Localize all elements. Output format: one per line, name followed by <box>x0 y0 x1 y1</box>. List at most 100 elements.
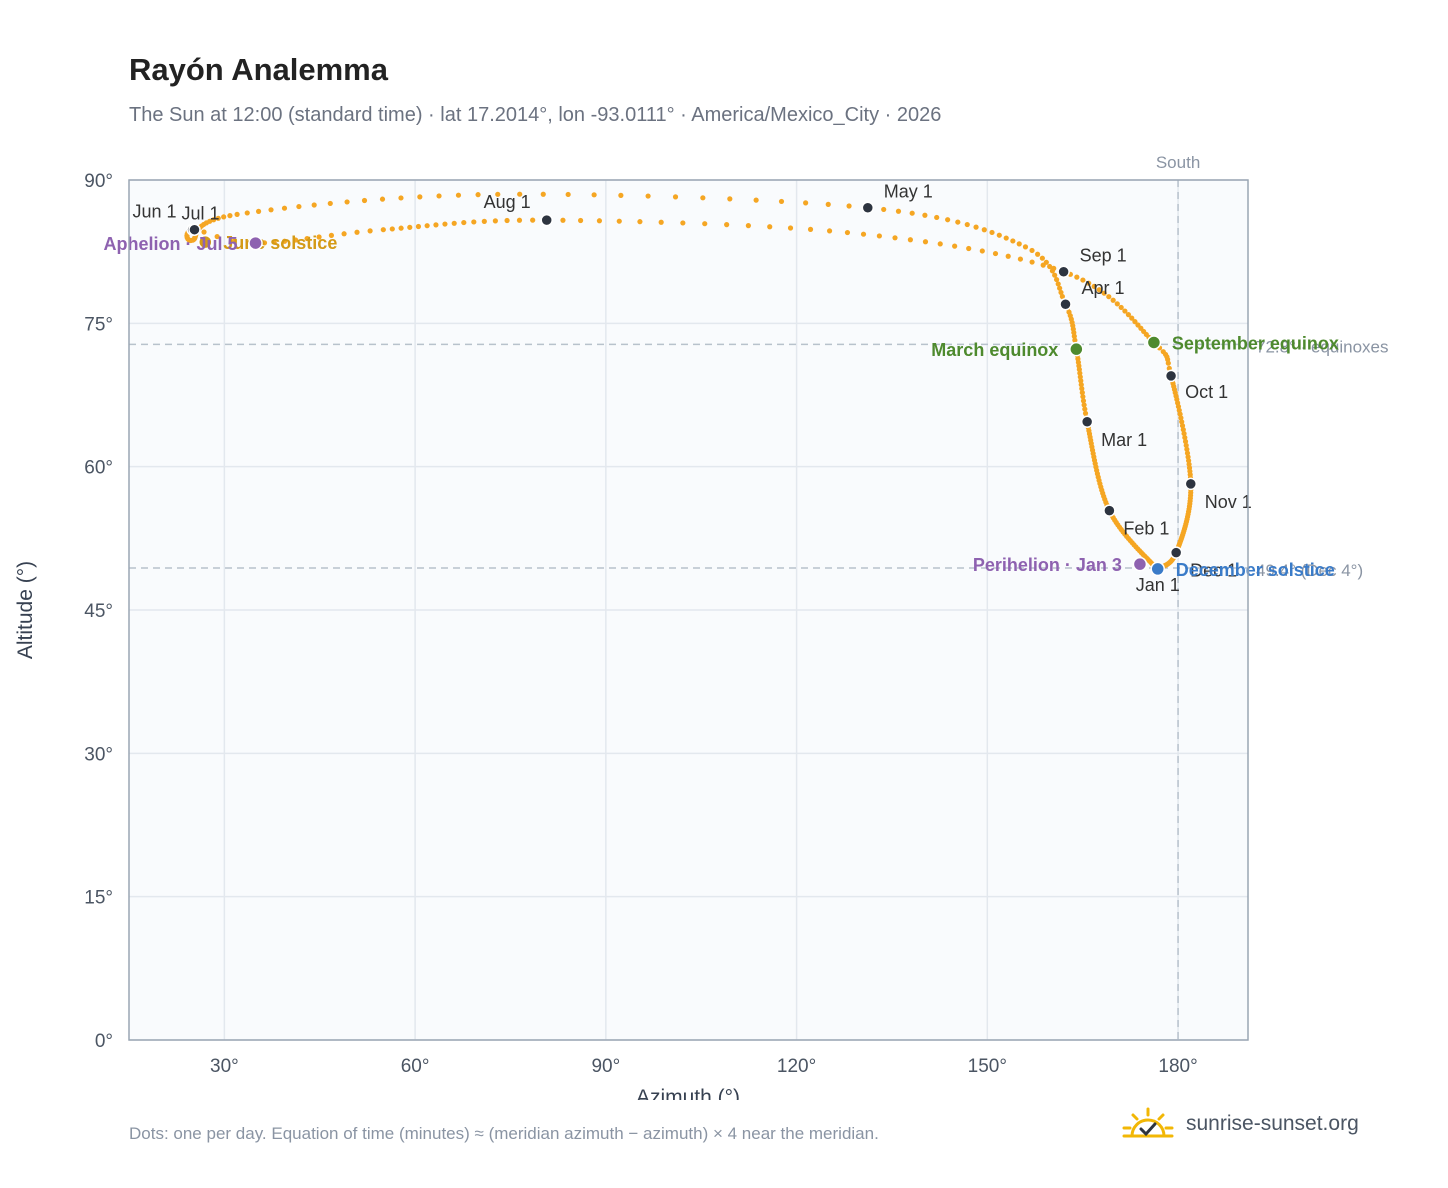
daily-dot <box>451 220 457 226</box>
daily-dot <box>616 218 622 224</box>
footnote: Dots: one per day. Equation of time (min… <box>129 1124 879 1143</box>
daily-dot <box>1003 235 1009 241</box>
daily-dot <box>281 238 288 244</box>
daily-dot <box>215 215 221 221</box>
daily-dot <box>945 217 951 223</box>
daily-dot <box>825 201 831 207</box>
daily-dot <box>311 202 317 208</box>
daily-dot <box>892 235 898 241</box>
daily-dot <box>1053 276 1060 283</box>
daily-dot <box>1081 402 1087 408</box>
daily-dot <box>637 219 643 225</box>
daily-dot <box>1086 280 1092 286</box>
daily-dot <box>922 212 928 218</box>
y-tick-label: 15° <box>84 888 113 909</box>
month-label: Oct 1 <box>1185 382 1228 402</box>
daily-dot <box>316 234 322 240</box>
daily-dot <box>922 239 929 245</box>
daily-dot <box>565 191 571 198</box>
daily-dot <box>860 231 867 237</box>
month-label: Feb 1 <box>1123 519 1169 539</box>
daily-dot <box>596 218 603 224</box>
x-tick-label: 90° <box>591 1056 620 1077</box>
daily-dot <box>846 203 852 209</box>
daily-dot <box>1029 259 1035 265</box>
daily-dot <box>344 199 350 205</box>
daily-dot <box>895 208 902 214</box>
daily-dot <box>1125 312 1132 318</box>
daily-dot <box>1080 394 1086 400</box>
daily-dot <box>1058 289 1064 296</box>
daily-dot <box>424 223 430 229</box>
daily-dot <box>201 229 207 235</box>
daily-dot <box>530 217 536 223</box>
daily-dot <box>389 226 395 232</box>
daily-dot <box>481 218 487 224</box>
daily-dot <box>1091 283 1097 290</box>
daily-dot <box>455 192 462 198</box>
daily-dot <box>1110 297 1116 303</box>
daily-dot <box>996 232 1002 238</box>
daily-dot <box>398 225 404 231</box>
daily-dot <box>807 226 814 232</box>
daily-dot <box>955 219 961 225</box>
daily-dot <box>1052 272 1058 278</box>
daily-dot <box>1165 360 1171 366</box>
event-marker <box>1150 561 1165 577</box>
month-marker <box>1057 265 1070 278</box>
daily-dot <box>461 219 467 226</box>
y-axis-label: Altitude (°) <box>14 561 37 659</box>
daily-dot <box>778 198 785 205</box>
daily-dot <box>1039 255 1045 261</box>
daily-dot <box>1040 262 1046 268</box>
daily-dot <box>724 222 730 228</box>
daily-dot <box>415 223 422 230</box>
daily-dot <box>981 227 987 233</box>
daily-dot <box>1184 446 1190 452</box>
daily-dot <box>231 238 237 244</box>
daily-dot <box>1055 281 1061 287</box>
daily-dot <box>803 200 809 206</box>
daily-dot <box>296 203 302 210</box>
month-label: Dec 1 <box>1190 561 1237 581</box>
daily-dot <box>517 191 523 197</box>
event-label: June solstice <box>223 233 337 253</box>
daily-dot <box>268 207 274 213</box>
meridian-label: South <box>1156 153 1200 172</box>
daily-dot <box>1029 247 1035 254</box>
event-label: September equinox <box>1172 333 1339 353</box>
month-label: Jul 1 <box>181 204 219 224</box>
daily-dot <box>787 225 794 231</box>
daily-dot <box>504 217 510 224</box>
event-marker <box>1069 341 1084 357</box>
reference-line-label: 72.8° · equinoxes <box>1256 337 1389 356</box>
month-marker <box>1059 297 1072 311</box>
daily-dot <box>1080 277 1086 283</box>
month-marker <box>861 201 875 214</box>
x-tick-label: 150° <box>968 1056 1007 1077</box>
daily-dot <box>1179 423 1186 429</box>
brand[interactable]: sunrise-sunset.org <box>1120 1102 1359 1146</box>
daily-dot <box>658 219 664 225</box>
event-label: Aphelion · Jul 5 <box>104 234 238 254</box>
daily-dot <box>1035 251 1041 257</box>
daily-dot <box>767 224 773 230</box>
daily-dot <box>1047 263 1053 270</box>
daily-dot <box>436 193 442 199</box>
daily-dot <box>952 243 958 249</box>
daily-dot <box>992 250 999 257</box>
month-label: Aug 1 <box>484 192 531 212</box>
event-marker <box>248 235 263 251</box>
daily-dot <box>645 193 651 199</box>
daily-dot <box>1183 442 1189 449</box>
daily-dot <box>1078 378 1084 384</box>
daily-dot <box>475 192 481 198</box>
daily-dot <box>433 222 439 228</box>
month-label: Nov 1 <box>1205 492 1252 512</box>
month-label: Sep 1 <box>1080 246 1127 266</box>
daily-dot <box>1051 265 1057 271</box>
daily-dot <box>618 192 624 198</box>
daily-dot <box>876 233 882 239</box>
brand-name[interactable]: sunrise-sunset.org <box>1186 1112 1359 1135</box>
axes: 30° 60° 90° 120° 150° 180° 0° 15° 30° 45° 60° 75° 90… <box>84 171 1197 1077</box>
